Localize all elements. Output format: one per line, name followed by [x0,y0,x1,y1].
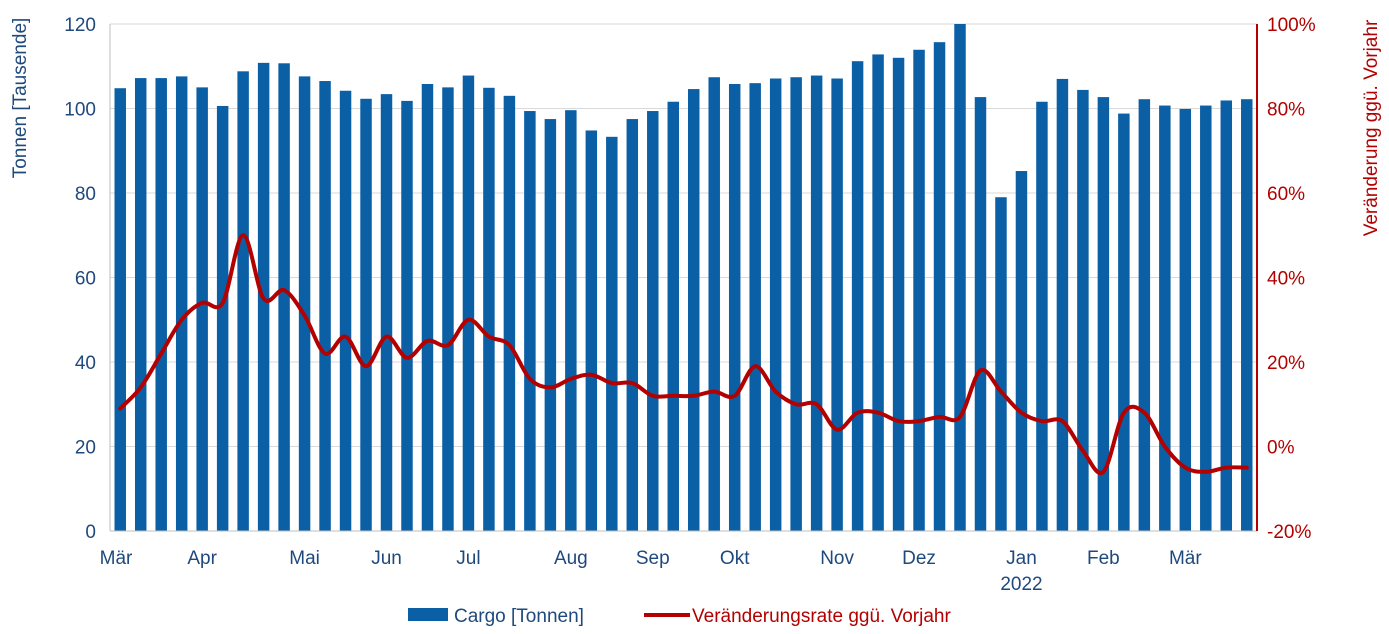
bar [524,111,536,531]
bar [442,87,454,531]
bar [954,24,966,531]
x-tick-label: Apr [187,548,217,569]
y-left-tick-label: 20 [75,438,96,459]
x-tick-label: Nov [820,548,854,569]
x-tick-label: Mai [289,548,320,569]
bar [380,94,393,531]
y-right-tick-label: 40% [1267,269,1305,290]
bar [810,75,823,532]
bar [565,110,577,531]
x-tick-label: Mär [1169,548,1202,569]
y-right-tick-label: 20% [1267,353,1305,374]
x-tick-label: Jan [1006,548,1037,569]
bar [728,83,741,532]
y-left-tick-label: 0 [85,522,96,543]
legend-line-label: Veränderungsrate ggü. Vorjahr [692,606,951,627]
bar [790,77,802,532]
bar [155,78,167,531]
bar [749,83,761,532]
bar [421,83,434,532]
bar [462,75,475,532]
bar [216,105,229,531]
bar [1118,113,1130,531]
bar [667,101,679,532]
y-right-tick-label: 100% [1267,15,1316,36]
x-tick-label: Okt [720,548,750,569]
bar [1077,89,1089,531]
x-tick-label: Aug [554,548,588,569]
x-year-label: 2022 [1000,574,1042,595]
change-rate-line [118,233,1249,476]
bar [114,88,126,531]
y-left-tick-label: 120 [64,15,96,36]
bar [872,54,884,532]
y-left-axis-title: Tonnen [Tausende] [10,18,31,179]
x-tick-label: Mär [100,548,133,569]
bar [503,95,516,531]
bar [995,197,1007,531]
line-series-change-rate [118,233,1249,476]
x-tick-label: Feb [1087,548,1120,569]
bar [298,76,311,531]
bar [1097,97,1110,531]
bar [1220,100,1233,531]
bar [1138,99,1151,531]
bar [483,87,495,532]
y-left-tick-label: 60 [75,269,96,290]
y-left-tick-label: 100 [64,100,96,121]
bar [1056,78,1069,532]
bar [933,42,946,531]
bar [1036,101,1048,532]
bar [1159,105,1171,531]
bar [1179,108,1192,532]
bar [175,76,188,531]
bar [769,78,782,531]
bar [1015,171,1028,531]
x-tick-label: Jul [456,548,480,569]
bar-series-cargo [114,24,1253,532]
bar [1200,105,1212,531]
x-tick-label: Sep [636,548,670,569]
y-left-tick-label: 40 [75,353,96,374]
bar [196,87,208,531]
bar [134,78,147,531]
bar [339,90,352,531]
bar [892,57,905,532]
bar [1241,99,1253,531]
bar [237,71,249,531]
y-right-tick-label: 80% [1267,100,1305,121]
bar [544,119,557,531]
y-right-tick-label: -20% [1267,522,1311,543]
bar [688,89,700,531]
y-right-axis-title: Veränderung ggü. Vorjahr [1361,19,1382,236]
y-left-tick-label: 80 [75,184,96,205]
legend: Cargo [Tonnen] Veränderungsrate ggü. Vor… [408,606,951,627]
tick-labels: 0 20 40 60 80 100 120 -20% 0% 20% 40% 60% 80% 100% Mär… [64,15,1315,595]
bar [401,100,413,532]
bar [647,111,659,531]
bar [913,49,925,532]
bar [360,98,372,531]
y-right-tick-label: 0% [1267,438,1295,459]
bar [606,136,618,531]
bar [851,61,864,532]
bar [626,119,639,531]
bar [831,78,843,531]
bar [708,77,720,532]
x-tick-label: Jun [371,548,402,569]
legend-bar-label: Cargo [Tonnen] [454,606,584,627]
x-tick-label: Dez [902,548,936,569]
y-right-tick-label: 60% [1267,184,1305,205]
bar [319,81,331,531]
axes [109,24,1258,532]
legend-bar-swatch [408,608,448,621]
bar [278,63,290,531]
bar [974,97,987,531]
bar [585,130,598,531]
